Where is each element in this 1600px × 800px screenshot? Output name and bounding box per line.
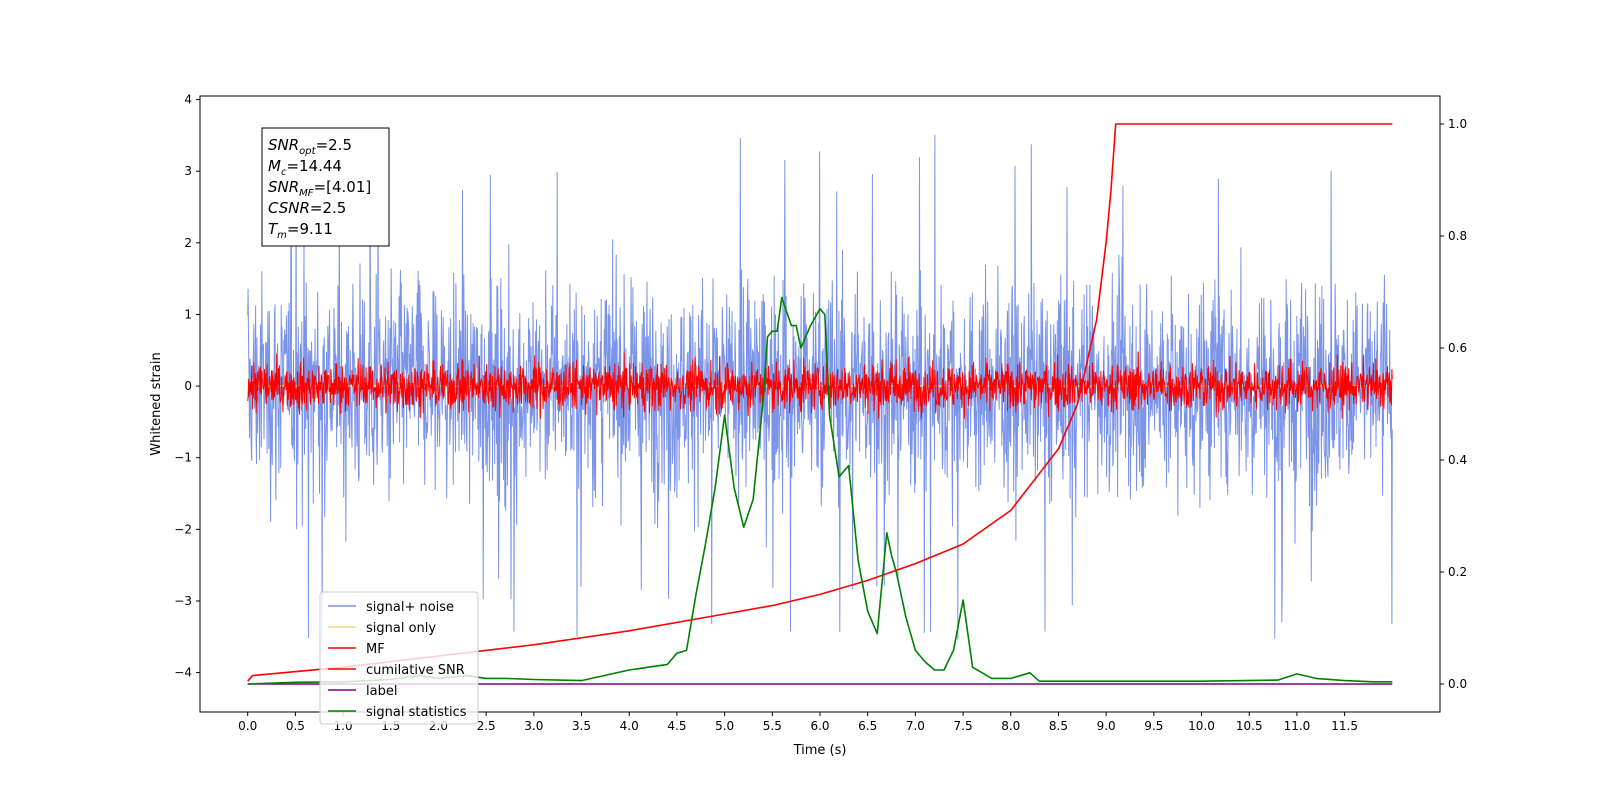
x-tick-label: 4.5	[667, 719, 686, 733]
y-tick-label: 3	[184, 164, 192, 178]
legend-frame	[319, 591, 479, 725]
y2-tick-label: 0.6	[1448, 341, 1467, 355]
y2-tick-label: 0.4	[1448, 453, 1467, 467]
x-tick-label: 11.5	[1331, 719, 1358, 733]
y2-tick-label: 0.8	[1448, 229, 1467, 243]
x-tick-label: 6.0	[810, 719, 829, 733]
series-line-5	[247, 296, 1393, 685]
x-tick-label: 4.0	[620, 719, 639, 733]
x-tick-label: 0.5	[286, 719, 305, 733]
x-tick-label: 8.5	[1049, 719, 1068, 733]
y2-tick-label: 0.0	[1448, 677, 1467, 691]
x-tick-label: 3.5	[572, 719, 591, 733]
legend-entry: signal statistics	[366, 705, 467, 720]
x-tick-label: 5.5	[763, 719, 782, 733]
y2-tick-label: 1.0	[1448, 117, 1467, 131]
x-tick-label: 10.5	[1236, 719, 1263, 733]
legend-entry: cumilative SNR	[366, 663, 465, 678]
x-tick-label: 11.0	[1284, 719, 1311, 733]
annotation-line: CSNR=2.5	[268, 199, 346, 217]
annotation-line: SNRopt=2.5	[268, 136, 352, 157]
x-tick-label: 6.5	[858, 719, 877, 733]
legend-entry: signal only	[366, 621, 436, 636]
x-tick-label: 9.5	[1144, 719, 1163, 733]
annotation-line: SNRMF=[4.01]	[268, 178, 371, 199]
legend: signal+ noise signal only MF cumilative SNR…	[319, 591, 479, 725]
x-tick-label: 5.0	[715, 719, 734, 733]
annotation-box-frame	[261, 127, 390, 247]
y-tick-label: 0	[184, 379, 192, 393]
y-tick-label: 2	[184, 236, 192, 250]
legend-entry: label	[366, 684, 397, 699]
annotation-line: Mc=14.44	[268, 157, 342, 178]
y-axis-label: Whitened strain	[149, 352, 164, 455]
x-tick-label: 3.0	[524, 719, 543, 733]
x-tick-label: 7.5	[954, 719, 973, 733]
y2-tick-label: 0.2	[1448, 565, 1467, 579]
y-tick-label: −1	[174, 451, 192, 465]
series-line-2	[247, 351, 1393, 419]
y-tick-label: −3	[174, 594, 192, 608]
y-tick-label: −2	[174, 522, 192, 536]
legend-entry: MF	[366, 642, 385, 657]
annotation-line: Tm=9.11	[268, 220, 333, 241]
y-tick-label: −4	[174, 666, 192, 680]
legend-entry: signal+ noise	[366, 600, 454, 615]
x-tick-label: 10.0	[1188, 719, 1215, 733]
x-tick-label: 8.0	[1001, 719, 1020, 733]
x-axis-label: Time (s)	[793, 743, 847, 758]
x-tick-label: 7.0	[906, 719, 925, 733]
x-tick-label: 0.0	[238, 719, 257, 733]
x-tick-label: 2.5	[477, 719, 496, 733]
x-tick-label: 9.0	[1097, 719, 1116, 733]
y-tick-label: 4	[184, 93, 192, 107]
y-tick-label: 1	[184, 307, 192, 321]
